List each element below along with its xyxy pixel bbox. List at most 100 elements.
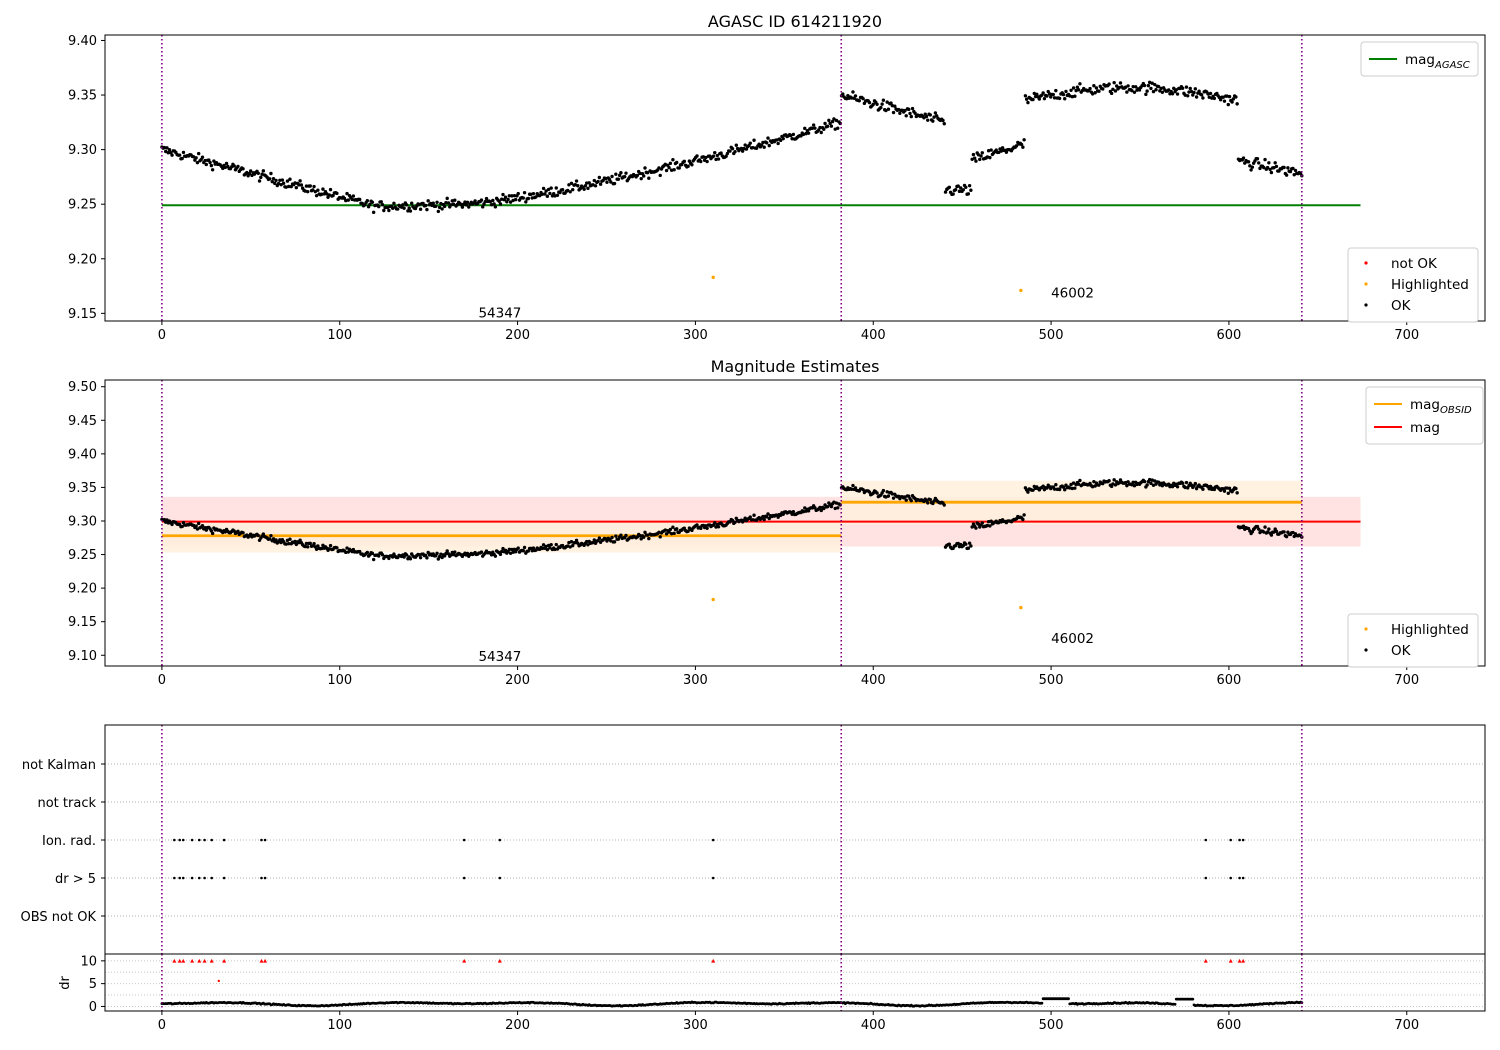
ok-point	[312, 541, 316, 546]
category-label: not track	[37, 796, 96, 811]
capped-dr-marker	[1228, 958, 1233, 963]
ok-point	[280, 178, 285, 182]
ok-point	[716, 525, 721, 529]
ok-point	[584, 181, 589, 185]
ok-point	[781, 136, 785, 141]
ok-point	[1026, 490, 1030, 494]
ok-point	[308, 184, 312, 188]
ok-point	[909, 498, 913, 503]
ok-point	[828, 121, 832, 126]
ok-point	[669, 531, 674, 536]
ok-point	[607, 177, 612, 182]
legend-label: OK	[1391, 298, 1412, 314]
magnitude-estimates-panel: Magnitude Estimates 54347 46002 0 100 200 300…	[68, 357, 1486, 688]
ok-point	[1042, 96, 1047, 101]
ok-point	[370, 551, 375, 556]
ok-point	[642, 174, 646, 178]
capped-dr-marker	[181, 958, 186, 963]
ok-point	[553, 194, 557, 198]
x-tick-label: 100	[327, 673, 352, 688]
ok-point	[567, 183, 571, 187]
ok-point	[908, 111, 912, 116]
flag-point	[1229, 838, 1232, 842]
flag-point	[178, 838, 181, 842]
ok-point	[1192, 90, 1196, 95]
ok-point	[827, 118, 831, 123]
flag-point	[178, 876, 181, 880]
ok-point	[881, 98, 886, 102]
y-tick-label: 9.40	[68, 34, 97, 49]
ok-point	[592, 538, 596, 542]
x-tick-label: 200	[505, 328, 530, 343]
ok-point	[699, 159, 703, 164]
ok-point	[942, 503, 946, 507]
ok-point	[285, 538, 290, 543]
ok-point	[910, 106, 915, 111]
ok-point	[210, 168, 215, 172]
ok-point	[1265, 530, 1270, 534]
capped-dr-marker	[711, 958, 716, 963]
ok-point	[711, 154, 716, 158]
ok-point	[947, 185, 952, 189]
ok-point	[979, 154, 983, 158]
ok-point	[167, 148, 172, 152]
x-tick-label: 300	[683, 1018, 708, 1033]
ok-point	[345, 191, 349, 196]
ok-point	[489, 553, 494, 557]
legend-marker	[1364, 303, 1368, 307]
ok-point	[510, 547, 514, 552]
ok-point	[1284, 173, 1289, 177]
ok-point	[1137, 88, 1142, 92]
ok-point	[1257, 161, 1261, 165]
axes-frame	[104, 34, 1486, 322]
ok-point	[810, 126, 815, 130]
ok-point	[1206, 92, 1210, 96]
flag-point	[498, 876, 502, 880]
ok-point	[728, 149, 732, 153]
ok-point	[435, 551, 439, 556]
dr-panel: dr 0 100 200 300 400 500 600 700 0 5 10	[58, 953, 1486, 1033]
category-label: Ion. rad.	[42, 834, 96, 849]
ok-point	[586, 543, 590, 547]
ok-point	[404, 553, 409, 557]
ok-point	[507, 194, 512, 198]
flag-point	[197, 876, 201, 880]
ok-point	[695, 523, 699, 527]
ok-point	[180, 156, 184, 161]
ok-point	[829, 124, 834, 128]
ok-point	[506, 197, 510, 202]
ok-point	[467, 205, 471, 209]
ok-point	[1131, 84, 1135, 89]
ok-point	[884, 108, 888, 113]
ok-point	[345, 546, 349, 550]
ok-point	[672, 531, 676, 536]
ok-point	[942, 122, 946, 126]
ok-point	[719, 151, 723, 155]
ok-point	[453, 550, 457, 554]
flag-point	[181, 876, 185, 880]
ok-point	[451, 202, 456, 206]
ok-point	[734, 143, 739, 147]
ok-point	[267, 177, 272, 181]
ok-point	[1004, 150, 1009, 154]
ok-point	[569, 539, 574, 544]
ok-point	[545, 194, 550, 198]
ok-point	[434, 204, 438, 208]
ok-point	[1212, 96, 1217, 101]
ok-point	[481, 205, 485, 209]
ok-point	[540, 192, 545, 196]
ok-point	[1292, 173, 1296, 177]
ok-point	[1274, 529, 1279, 534]
ok-point	[1250, 165, 1255, 169]
dr-point	[1040, 1001, 1044, 1005]
ok-point	[321, 187, 325, 191]
ok-point	[287, 184, 291, 189]
ok-point	[1054, 483, 1058, 487]
agasc-panel: AGASC ID 614211920 54347 46002 0 100 200 300 4…	[68, 12, 1486, 343]
ok-point	[274, 178, 278, 183]
ok-point	[423, 203, 428, 208]
ok-point	[922, 116, 926, 120]
ok-point	[1093, 91, 1097, 95]
ok-point	[969, 544, 973, 548]
